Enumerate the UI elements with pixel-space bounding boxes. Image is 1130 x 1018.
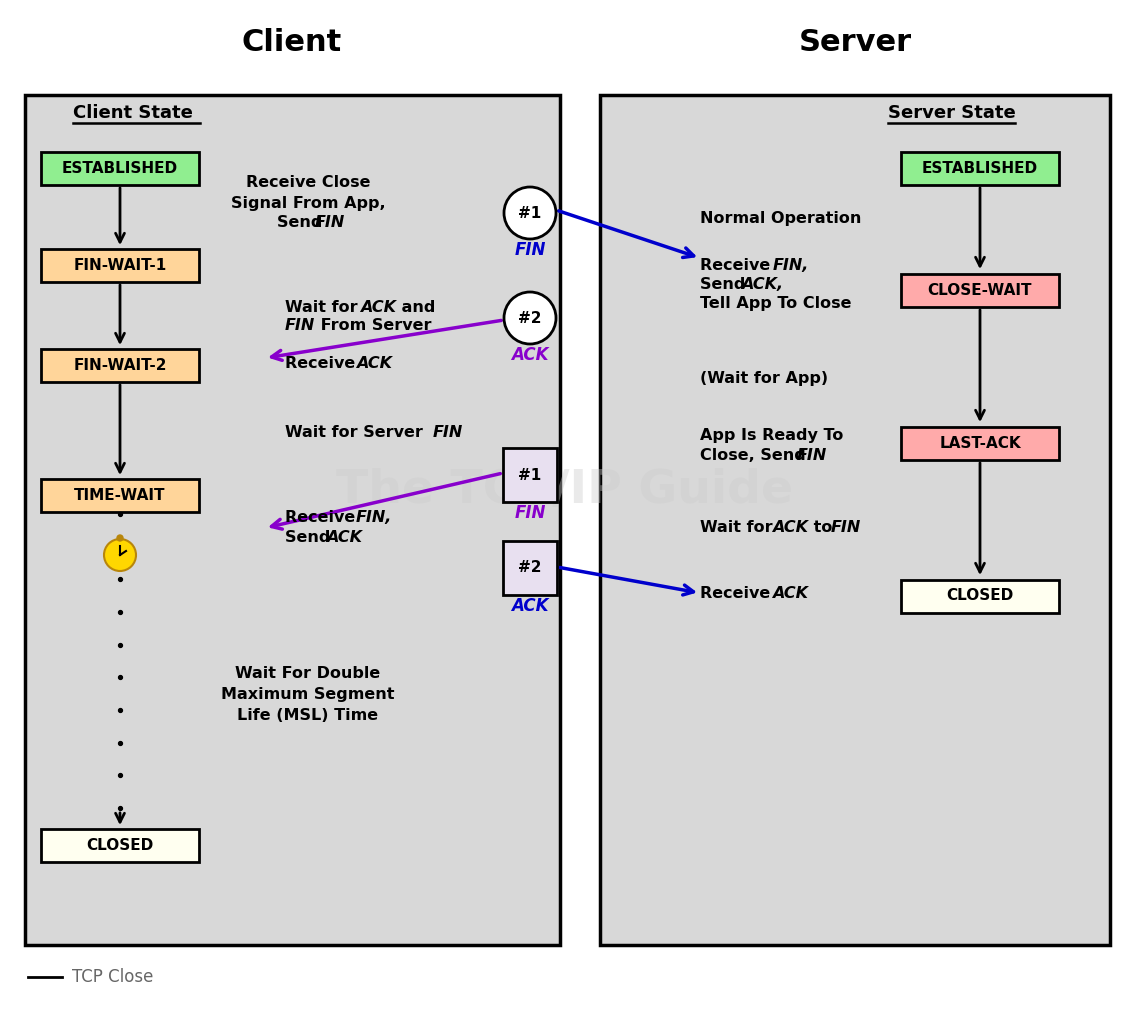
Text: ACK: ACK (325, 529, 362, 545)
Text: FIN-WAIT-1: FIN-WAIT-1 (73, 258, 166, 273)
Text: Client State: Client State (73, 104, 193, 122)
Bar (901, 152, 1059, 184)
Bar (25, 95, 560, 945)
Text: #2: #2 (519, 561, 541, 575)
Text: FIN: FIN (797, 448, 827, 462)
Circle shape (504, 292, 556, 344)
Circle shape (504, 187, 556, 239)
Text: ACK: ACK (356, 355, 392, 371)
Text: Send: Send (285, 529, 336, 545)
Text: #1: #1 (519, 467, 541, 483)
Text: to: to (808, 519, 838, 534)
Text: Wait For Double
Maximum Segment
Life (MSL) Time: Wait For Double Maximum Segment Life (MS… (221, 667, 394, 724)
Text: #1: #1 (519, 206, 541, 221)
Bar (41, 152, 199, 184)
Bar (41, 248, 199, 282)
Text: TIME-WAIT: TIME-WAIT (75, 488, 166, 503)
Circle shape (104, 539, 136, 571)
Bar (600, 95, 1110, 945)
Text: Server State: Server State (888, 104, 1016, 122)
Text: ACK: ACK (511, 346, 549, 364)
Text: Wait for: Wait for (285, 299, 363, 315)
Text: #2: #2 (519, 310, 541, 326)
Text: CLOSED: CLOSED (86, 838, 154, 852)
Text: FIN-WAIT-2: FIN-WAIT-2 (73, 357, 167, 373)
Text: From Server: From Server (315, 318, 432, 333)
Circle shape (118, 535, 123, 541)
Text: FIN,: FIN, (356, 510, 392, 525)
Text: Receive: Receive (285, 355, 360, 371)
Bar (41, 348, 199, 382)
Bar (901, 427, 1059, 459)
Text: Tell App To Close: Tell App To Close (699, 295, 852, 310)
Text: ACK,: ACK, (741, 277, 783, 291)
Text: FIN: FIN (433, 425, 463, 440)
Text: Server: Server (799, 27, 912, 57)
Bar (41, 829, 199, 861)
Text: Close, Send: Close, Send (699, 448, 811, 462)
Text: LAST-ACK: LAST-ACK (939, 436, 1020, 451)
Text: Receive: Receive (699, 258, 776, 273)
Text: Receive: Receive (699, 586, 776, 602)
Bar (901, 579, 1059, 613)
Text: FIN: FIN (315, 215, 346, 229)
Text: ESTABLISHED: ESTABLISHED (922, 161, 1038, 175)
Text: App Is Ready To: App Is Ready To (699, 428, 843, 443)
Text: TCP Close: TCP Close (72, 968, 154, 986)
Text: ESTABLISHED: ESTABLISHED (62, 161, 179, 175)
Bar (503, 448, 557, 502)
Text: CLOSED: CLOSED (947, 588, 1014, 604)
Text: Wait for Server: Wait for Server (285, 425, 428, 440)
Text: Receive: Receive (285, 510, 360, 525)
Text: Client: Client (242, 27, 342, 57)
Text: Normal Operation: Normal Operation (699, 211, 861, 226)
Bar (901, 274, 1059, 306)
Text: FIN: FIN (831, 519, 861, 534)
Text: and: and (396, 299, 435, 315)
Text: ACK: ACK (772, 519, 808, 534)
Text: FIN: FIN (514, 504, 546, 522)
Text: (Wait for App): (Wait for App) (699, 371, 828, 386)
Text: The TCP/IP Guide: The TCP/IP Guide (337, 467, 793, 512)
Text: ACK: ACK (772, 586, 808, 602)
Text: FIN: FIN (514, 241, 546, 259)
Bar (503, 541, 557, 595)
Text: FIN: FIN (285, 318, 315, 333)
Text: ACK: ACK (511, 597, 549, 615)
Text: Send: Send (277, 215, 328, 229)
Text: Wait for: Wait for (699, 519, 779, 534)
Text: Receive Close
Signal From App,: Receive Close Signal From App, (231, 175, 385, 211)
Bar (41, 478, 199, 511)
Text: CLOSE-WAIT: CLOSE-WAIT (928, 283, 1032, 297)
Text: FIN,: FIN, (773, 258, 809, 273)
Text: Send: Send (699, 277, 751, 291)
Text: ACK: ACK (360, 299, 396, 315)
